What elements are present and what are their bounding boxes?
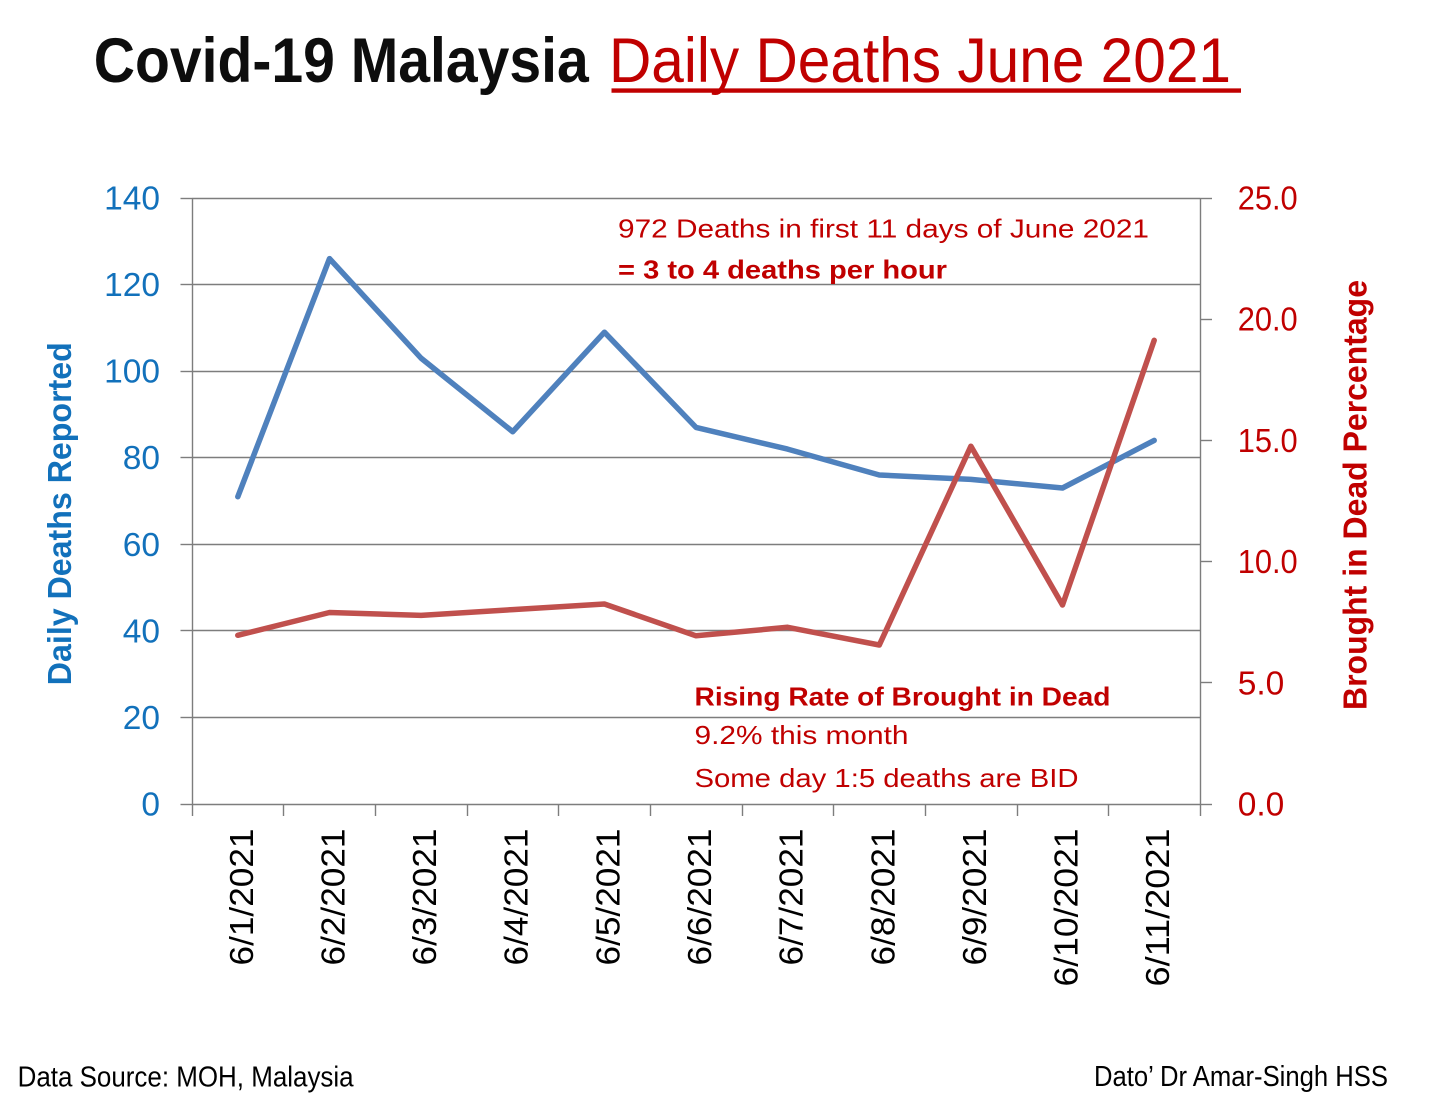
svg-text:20: 20 bbox=[123, 700, 160, 737]
svg-text:100: 100 bbox=[104, 354, 160, 391]
svg-text:Daily Deaths Reported: Daily Deaths Reported bbox=[42, 342, 79, 685]
svg-text:6/8/2021: 6/8/2021 bbox=[865, 829, 902, 966]
svg-text:6/6/2021: 6/6/2021 bbox=[682, 829, 719, 966]
svg-text:972 Deaths in first 11 days of: 972 Deaths in first 11 days of June 2021 bbox=[618, 214, 1149, 244]
svg-text:5.0: 5.0 bbox=[1238, 665, 1285, 702]
svg-text:6/11/2021: 6/11/2021 bbox=[1140, 829, 1177, 987]
svg-text:40: 40 bbox=[123, 613, 160, 650]
svg-text:6/10/2021: 6/10/2021 bbox=[1049, 829, 1086, 987]
svg-text:Some day 1:5 deaths are BID: Some day 1:5 deaths are BID bbox=[695, 763, 1079, 793]
svg-text:Brought in Dead Percentage: Brought in Dead Percentage bbox=[1338, 280, 1375, 710]
svg-text:6/9/2021: 6/9/2021 bbox=[957, 829, 994, 966]
svg-text:15.0: 15.0 bbox=[1238, 423, 1298, 460]
svg-text:140: 140 bbox=[104, 181, 160, 218]
svg-text:6/4/2021: 6/4/2021 bbox=[499, 829, 536, 966]
svg-text:6/2/2021: 6/2/2021 bbox=[316, 829, 353, 966]
svg-text:6/3/2021: 6/3/2021 bbox=[407, 829, 444, 966]
svg-text:6/7/2021: 6/7/2021 bbox=[774, 829, 811, 966]
svg-text:Data Source: MOH, Malaysia: Data Source: MOH, Malaysia bbox=[18, 1061, 355, 1093]
svg-text:Rising Rate of Brought in Dead: Rising Rate of Brought in Dead bbox=[695, 682, 1111, 712]
svg-text:Dato’ Dr Amar-Singh HSS: Dato’ Dr Amar-Singh HSS bbox=[1094, 1061, 1388, 1093]
svg-text:20.0: 20.0 bbox=[1238, 302, 1298, 339]
svg-text:80: 80 bbox=[123, 440, 160, 477]
svg-text:60: 60 bbox=[123, 527, 160, 564]
svg-text:6/1/2021: 6/1/2021 bbox=[224, 829, 261, 966]
svg-text:25.0: 25.0 bbox=[1238, 181, 1298, 218]
svg-text:120: 120 bbox=[104, 267, 160, 304]
svg-text:9.2% this month: 9.2% this month bbox=[695, 720, 909, 750]
svg-text:10.0: 10.0 bbox=[1238, 544, 1298, 581]
svg-text:6/5/2021: 6/5/2021 bbox=[590, 829, 627, 966]
svg-text:0.0: 0.0 bbox=[1238, 787, 1285, 824]
svg-text:Daily Deaths June 2021: Daily Deaths June 2021 bbox=[609, 26, 1231, 96]
svg-text:= 3 to 4 deaths per hour: = 3 to 4 deaths per hour bbox=[618, 255, 947, 285]
svg-text:0: 0 bbox=[141, 787, 160, 824]
svg-text:Covid-19 Malaysia: Covid-19 Malaysia bbox=[94, 26, 590, 96]
